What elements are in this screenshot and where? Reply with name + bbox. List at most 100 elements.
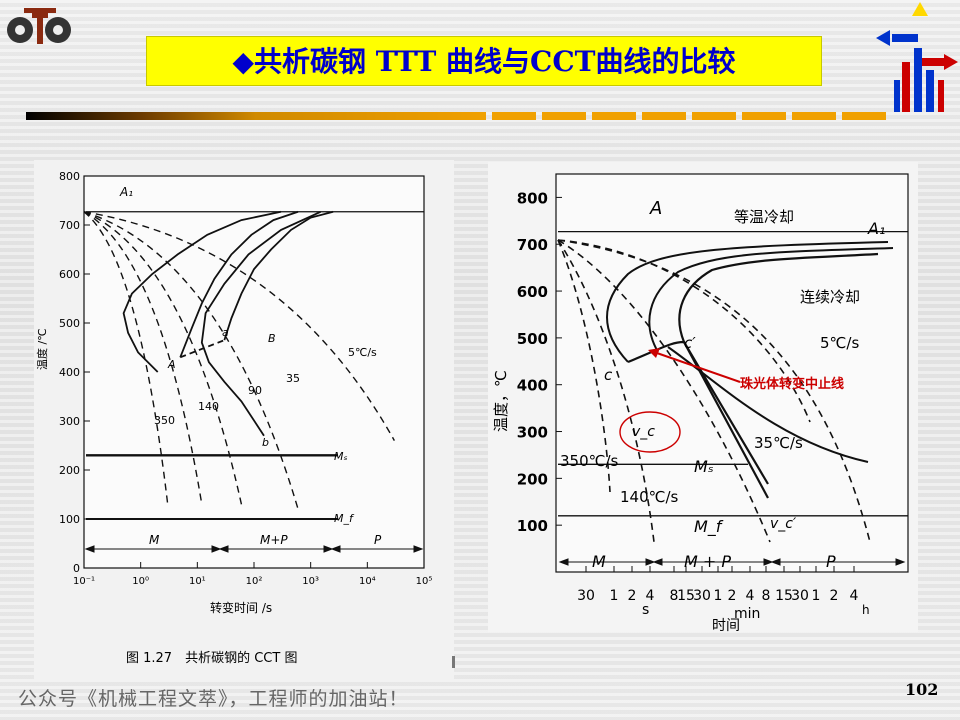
right-region-mp: M + P (684, 552, 731, 571)
right-label-mf: M_f (694, 517, 724, 537)
left-y-tick-label: 800 (59, 170, 80, 183)
footer-text: 公众号《机械工程文萃》，工程师的加油站！ (18, 688, 409, 710)
right-x-tick-label: 30 (693, 588, 711, 604)
right-vc-highlight (619, 411, 681, 453)
left-series-line (200, 210, 322, 437)
right-x-tick-label: 30 (791, 588, 809, 604)
left-region-arrows (84, 545, 424, 553)
right-x-tick-label: 2 (830, 588, 839, 604)
right-x-tick-label: 8 (670, 588, 679, 604)
right-rate-5: 5℃/s (820, 334, 859, 352)
right-y-tick-label: 600 (517, 283, 548, 301)
right-rate-350: 350℃/s (560, 452, 619, 470)
right-plot-area (555, 173, 909, 573)
left-y-tick-label: 100 (59, 513, 80, 526)
left-cooling-curve (83, 211, 395, 441)
right-x-tick-label: 1 (812, 588, 821, 604)
ttt-cct-figure-right: 100 200 300 400 500 600 700 800 30 1 2 4 8 15 30 1 2 4 8 1… (488, 162, 918, 634)
annotation-text: 珠光体转变中止线 (740, 376, 844, 392)
left-xlabel: 转变时间 /s (210, 600, 272, 615)
left-label-a1: A₁ (119, 185, 133, 199)
right-x-tick-label: 4 (646, 588, 655, 604)
left-caption: 图 1.27 共析碳钢的 CCT 图 (126, 650, 297, 666)
left-rate-35: 35 (286, 372, 300, 385)
right-region-m: M (592, 552, 606, 571)
right-region-p: P (826, 552, 836, 571)
left-cooling-curve (83, 211, 203, 505)
decorative-arrows-icon (876, 2, 958, 112)
right-x-tick-label: 15 (775, 588, 793, 604)
page-title: ◆共析碳钢 TTT 曲线与CCT曲线的比较 (232, 45, 736, 78)
left-series-line (179, 339, 225, 359)
left-x-tick-label: 10⁴ (359, 576, 376, 587)
right-rate-140: 140℃/s (620, 488, 679, 506)
right-x-tick-label: 1 (610, 588, 619, 604)
left-rate-90: 90 (248, 384, 262, 397)
right-y-tick-label: 800 (517, 189, 548, 207)
right-x-tick-label: 2 (628, 588, 637, 604)
right-cooling-curves (557, 239, 871, 543)
left-x-tick-label: 10² (246, 576, 263, 587)
header-divider (26, 112, 886, 120)
left-x-ticks: 10⁻¹ 10⁰ 10¹ 10² 10³ 10⁴ 10⁵ (73, 562, 432, 587)
right-region-arrows (558, 558, 906, 566)
left-cooling-curve (83, 211, 299, 510)
left-curves (122, 210, 334, 437)
left-x-tick-label: 10³ (302, 576, 319, 587)
right-cct-finish (627, 340, 769, 485)
left-region-mp: M+P (260, 533, 288, 547)
right-x-tick-label: 4 (850, 588, 859, 604)
right-x-tick-label: 8 (762, 588, 771, 604)
right-ttt-start (606, 241, 889, 363)
right-y-tick-label: 500 (517, 330, 548, 348)
right-label-c: c (604, 366, 613, 384)
left-x-tick-label: 10⁵ (416, 576, 433, 587)
right-y-tick-label: 400 (517, 377, 548, 395)
left-region-m: M (149, 533, 160, 547)
left-y-tick-label: 300 (59, 415, 80, 428)
left-plot-area (83, 175, 425, 569)
right-unit-s: s (642, 602, 649, 618)
left-y-tick-label: 0 (73, 562, 80, 575)
left-label-B: B (268, 332, 276, 345)
right-label-a1: A₁ (867, 219, 885, 238)
annotation-arrowhead (648, 348, 660, 358)
right-label-isothermal: 等温冷却 (734, 208, 794, 226)
left-series-line (122, 210, 282, 373)
right-y-tick-label: 700 (517, 236, 548, 254)
right-label-c-prime: c′ (684, 334, 696, 352)
left-y-tick-label: 200 (59, 464, 80, 477)
right-y-tick-label: 200 (517, 470, 548, 488)
page-number: 102 (905, 680, 939, 699)
annotation-arrow (653, 351, 741, 383)
right-pearlite-stop (667, 346, 869, 463)
left-rate-350: 350 (154, 414, 175, 427)
left-series-line (179, 210, 299, 358)
right-label-vc: v_c (632, 424, 655, 440)
right-label-ms: Mₛ (694, 457, 714, 476)
right-y-ticks: 100 200 300 400 500 600 700 800 (517, 189, 562, 535)
right-cct-start (678, 252, 879, 343)
left-label-b: b (262, 436, 269, 449)
left-label-a: a (222, 326, 229, 339)
right-xlabel: 时间 (712, 618, 740, 632)
left-ylabel: 温度 /℃ (35, 328, 49, 370)
right-unit-min: min (734, 606, 760, 622)
right-label-A: A (649, 198, 662, 219)
right-label-continuous: 连续冷却 (800, 288, 860, 306)
right-x-tick-label: 15 (677, 588, 695, 604)
right-ttt-finish (648, 247, 894, 353)
left-label-mf: M_f (334, 512, 355, 525)
gear-logo-icon (7, 8, 71, 44)
left-x-tick-label: 10¹ (189, 576, 206, 587)
left-rate-140: 140 (198, 400, 219, 413)
left-y-tick-label: 400 (59, 366, 80, 379)
right-label-vc-prime: v_c′ (770, 516, 797, 532)
right-y-tick-label: 100 (517, 517, 548, 535)
left-y-tick-label: 700 (59, 219, 80, 232)
right-x-tick-label: 4 (746, 588, 755, 604)
small-tick-mark (452, 656, 455, 668)
left-rate-5: 5℃/s (348, 346, 377, 359)
right-x-tick-label: 30 (577, 588, 595, 604)
